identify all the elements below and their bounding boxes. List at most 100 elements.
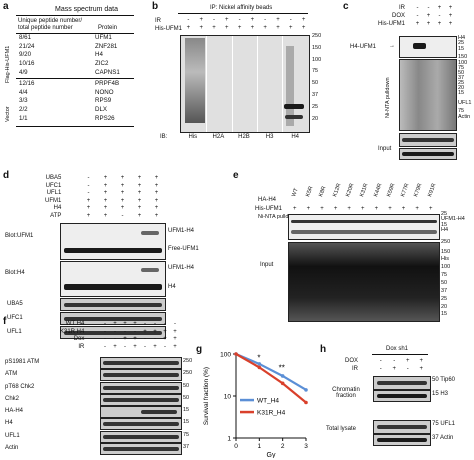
sign-cell: + xyxy=(289,25,293,31)
mw-marker: 37 xyxy=(183,444,190,451)
sign-cell: + xyxy=(225,17,229,23)
sign-cell: + xyxy=(306,206,311,212)
sign-cell: + xyxy=(103,190,108,196)
e-right-label: 20 xyxy=(441,304,448,310)
panel-label-h: h xyxy=(320,344,327,355)
mutant-label: K59R xyxy=(386,182,397,198)
sign-cell: + xyxy=(133,336,137,342)
sign-cell: + xyxy=(276,17,280,23)
row-label: UFL1 xyxy=(46,190,62,196)
row-label: WT H4 xyxy=(65,321,85,327)
e-right-label: UFM1-H4 xyxy=(441,216,465,222)
sign-cell: + xyxy=(405,358,410,364)
e-right-label: His xyxy=(441,256,449,262)
panel-label-b: b xyxy=(152,1,159,12)
sign-cell: + xyxy=(415,206,419,212)
data-point-0 xyxy=(280,374,285,378)
lane-label: H2A xyxy=(212,134,225,140)
blot-label: UFL1 xyxy=(5,432,20,439)
sign-cell: + xyxy=(250,17,255,23)
blot-strip xyxy=(100,393,182,406)
sign-cell: + xyxy=(103,212,108,219)
peptide-count: 12/16 xyxy=(19,80,35,87)
protein-name: RPS9 xyxy=(95,97,112,105)
row-label: IR xyxy=(78,343,85,350)
sign-row: - - + + - - + + xyxy=(100,336,180,344)
c-arrow-icon: → xyxy=(389,43,395,49)
mw-marker: 50 xyxy=(183,394,190,401)
blot-strip xyxy=(100,430,182,443)
sign-cell: + xyxy=(419,366,423,372)
sign-row: + + + + + + + + + + xyxy=(182,25,310,33)
lane-row: His H2A H2B H3 H4 xyxy=(180,134,308,140)
panel-label-g: g xyxy=(196,344,203,355)
h-right-label: 37 Actin xyxy=(432,435,454,441)
mutant-label: K8R xyxy=(318,185,328,198)
band xyxy=(103,397,179,402)
blot-strip xyxy=(60,312,166,325)
h-blot-actin xyxy=(373,434,431,446)
c-right-label: 15 xyxy=(458,90,465,96)
sign-cell: - xyxy=(416,13,419,19)
e-side-left: Ni-NTA pulldown xyxy=(258,214,299,220)
sign-cell: - xyxy=(187,17,190,23)
row-label: K31R H4 xyxy=(60,328,85,335)
x-tick-label: 0 xyxy=(234,443,238,450)
blot-label: pT68 Chk2 xyxy=(5,383,35,390)
sign-cell: + xyxy=(199,17,203,23)
row-label: UFM1 xyxy=(45,197,62,204)
sign-cell: - xyxy=(104,343,106,350)
sign-cell: - xyxy=(121,212,124,219)
band xyxy=(103,385,179,390)
sign-row: + + + + + + + + + + + xyxy=(288,206,438,212)
sign-cell: + xyxy=(154,212,159,219)
a-col1-line1: Unique peptide number/ xyxy=(18,18,83,24)
sign-cell: + xyxy=(137,197,142,204)
sign-cell: + xyxy=(173,343,177,350)
a-table-group1: 8/61 UFM1 21/24 ZNF281 9/20 H4 10/16 ZIC2 4/9 CAP… xyxy=(16,34,123,78)
sign-cell: - xyxy=(238,17,241,23)
peptide-count: 3/3 xyxy=(19,97,28,105)
sign-row: + + + + + xyxy=(80,198,165,206)
protein-name: NONO xyxy=(95,88,114,96)
blot-strip xyxy=(100,443,182,456)
sign-cell: - xyxy=(87,175,90,181)
sign-cell: - xyxy=(379,358,382,364)
mw-marker: 50 xyxy=(312,80,319,87)
sign-cell: + xyxy=(154,190,159,196)
mutant-label: K77R xyxy=(399,182,411,198)
mutant-label: K79R xyxy=(413,182,424,198)
sign-row: - - + + xyxy=(412,5,456,13)
x-tick-label: 2 xyxy=(281,443,285,450)
sign-row: - + + + + xyxy=(80,190,165,198)
sign-cell: + xyxy=(448,21,453,27)
sign-row: - + + + + xyxy=(80,183,165,191)
peptide-count: 9/20 xyxy=(19,51,32,59)
row-label: IR xyxy=(352,366,359,372)
sign-cell: - xyxy=(114,328,116,335)
c-right-label: 75 xyxy=(458,65,465,71)
d-blot1-label: Blot:UFM1 xyxy=(5,233,34,239)
d-sign-grid: - + + + + - + + + + - + + + + + + + + + + + + + + + + - + + xyxy=(80,175,165,220)
sign-cell: - xyxy=(144,321,146,327)
mutant-label: K12R xyxy=(331,182,343,198)
sign-row: - + + + + xyxy=(80,175,165,183)
series-line-1 xyxy=(235,353,307,404)
sign-cell: + xyxy=(137,182,142,189)
sign-row: - + + + - - - - xyxy=(100,321,180,329)
sign-cell: + xyxy=(250,25,255,31)
sign-cell: + xyxy=(120,205,125,211)
sign-cell: + xyxy=(419,358,423,364)
row-label: His-UFM1 xyxy=(378,21,405,27)
protein-name: DLX xyxy=(95,106,108,114)
sign-cell: + xyxy=(154,175,159,181)
mw-marker: 25 xyxy=(312,103,319,110)
sign-cell: - xyxy=(438,13,441,19)
sign-cell: + xyxy=(103,175,108,181)
sign-cell: + xyxy=(173,336,177,342)
c-row-labels: IR DOX His-UFM1 xyxy=(378,5,405,29)
sign-cell: + xyxy=(120,182,125,189)
sign-row: - - + + xyxy=(374,358,428,366)
e-right-label: 15 xyxy=(441,311,448,317)
sign-cell: + xyxy=(137,212,142,219)
